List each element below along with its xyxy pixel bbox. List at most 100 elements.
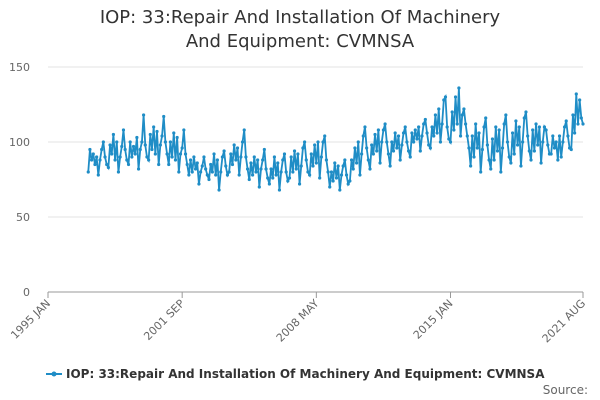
data-point [569,147,573,152]
data-point [410,131,414,135]
data-point [249,161,253,165]
data-point [131,144,136,149]
data-point [182,128,186,132]
x-tick-label: 2021 AUG [540,297,589,346]
data-point [240,140,245,144]
data-point [103,155,107,159]
data-point [499,170,503,174]
data-point [381,128,386,132]
data-point [304,158,308,162]
data-point [100,147,104,152]
data-point [336,164,340,168]
data-point [495,149,500,153]
data-point [566,134,570,138]
data-point [319,155,323,159]
data-point [515,143,520,147]
data-point [458,134,463,138]
data-point [190,170,194,174]
data-point [474,122,478,126]
data-point [505,140,510,144]
data-point [116,170,121,174]
data-point [368,167,372,171]
data-point [272,155,277,159]
data-point [326,170,330,174]
x-tick-label: 2015 JAN [411,297,456,342]
data-point [115,140,119,144]
data-point [110,152,114,156]
data-point [175,135,179,140]
data-point [425,131,429,135]
y-tick-label: 150 [9,61,30,74]
data-point [237,173,241,177]
data-point [291,170,295,174]
data-point [121,128,126,132]
data-point [437,107,441,111]
data-point [254,170,258,174]
data-point [286,179,290,183]
data-point [259,167,263,171]
data-point [302,140,307,144]
data-point [391,149,396,153]
data-point [311,164,315,168]
data-point [256,158,260,162]
data-point [267,182,271,186]
data-point [225,173,230,177]
data-point [490,137,495,141]
data-point [415,137,419,141]
data-point [145,155,149,159]
y-tick-label: 0 [23,286,30,299]
data-point [428,146,432,150]
data-point [101,140,105,144]
data-point [401,131,406,135]
data-point [185,162,189,167]
data-point [289,155,293,159]
data-point [354,161,359,165]
data-point [378,161,382,165]
data-point [390,140,394,144]
data-point [383,122,387,126]
data-point [329,170,334,174]
data-point [232,143,236,147]
data-point [522,116,526,120]
data-point [333,161,337,165]
data-point [294,167,298,171]
data-point [292,149,297,153]
data-point [261,158,265,162]
data-point [279,170,283,174]
data-point [331,179,335,183]
data-point [541,140,545,144]
data-point [423,117,427,122]
data-point [207,177,211,182]
data-point [341,164,345,168]
data-point [360,152,364,156]
data-point [542,125,547,129]
data-point [502,122,506,126]
data-point [371,152,375,156]
data-point [573,131,577,135]
data-point [150,147,154,152]
data-point [469,164,473,168]
data-point [264,167,268,171]
data-point [266,176,270,180]
data-point [180,146,184,150]
data-point [408,155,412,159]
data-point [269,167,273,171]
data-point [557,134,562,138]
data-point [324,158,329,162]
data-point [432,134,436,138]
data-point [551,134,555,138]
data-point [521,140,525,144]
data-point [96,173,100,177]
data-point [178,152,183,156]
data-point [309,152,313,156]
data-point [489,167,493,171]
data-point [86,170,90,174]
data-point [339,173,344,177]
data-point [438,140,443,144]
data-point [323,134,327,138]
data-point [199,170,203,174]
data-point [492,158,496,162]
data-point [554,140,558,144]
x-tick-label: 2001 SEP [141,297,187,343]
data-point [361,134,365,138]
